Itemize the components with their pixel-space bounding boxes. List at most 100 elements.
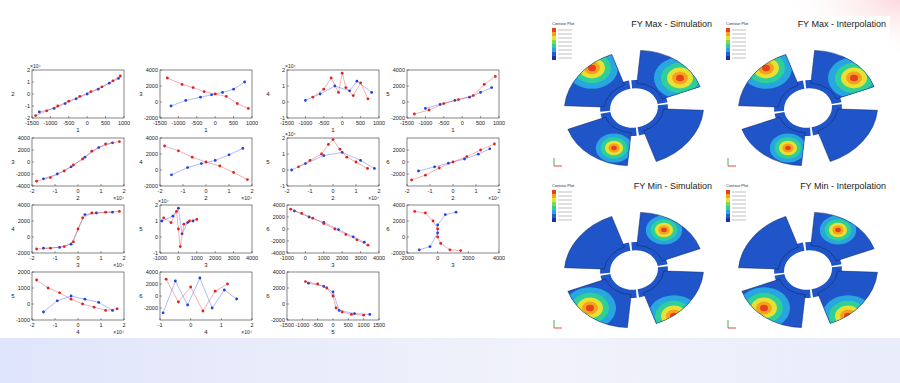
x-tick: [342, 116, 343, 118]
y-tick: [407, 118, 409, 119]
axis-exponent: ×10⁴: [113, 195, 124, 201]
x-axis-label: 3: [451, 262, 455, 268]
part-edge: [741, 276, 810, 335]
scatter-point: [490, 86, 493, 89]
scatter-point: [344, 233, 347, 236]
contour-legend-swatch: [726, 214, 730, 218]
scatter-point: [311, 217, 314, 220]
plot-frame: [287, 205, 379, 253]
scatter-point: [90, 212, 93, 215]
stress-patch: [782, 144, 793, 153]
y-tick: [287, 320, 289, 321]
scatter-point: [370, 91, 373, 94]
plot-area: [413, 75, 497, 115]
x-tick: [124, 318, 125, 320]
triad-axis: [728, 158, 729, 166]
contour-legend-line: [558, 30, 572, 31]
y-tick-label: 2000: [146, 281, 158, 287]
scatter-point: [320, 153, 323, 156]
part-edge: [558, 53, 627, 112]
contour-legend-line: [732, 34, 746, 35]
scatter-point: [228, 153, 231, 156]
contour-legend-line: [732, 200, 746, 201]
series-line: [419, 149, 490, 171]
contour-legend-swatch: [552, 210, 556, 214]
x-tick: [437, 251, 438, 253]
x-tick: [499, 116, 500, 118]
y-tick-label: 1: [27, 79, 30, 85]
scatter-point: [410, 179, 413, 182]
x-tick: [87, 116, 88, 118]
x-tick: [453, 184, 454, 186]
y-tick-label: -4000: [16, 183, 30, 189]
scatter-point: [188, 220, 191, 223]
y-tick: [32, 221, 34, 222]
contour-legend-swatch: [552, 214, 556, 218]
scatter-point: [332, 291, 335, 294]
contour-legend-line: [558, 204, 572, 205]
part-edge: [567, 276, 636, 335]
scatter-point: [163, 145, 166, 148]
contour-legend-swatch: [552, 40, 556, 44]
x-tick: [348, 318, 349, 320]
y-tick: [32, 70, 34, 71]
scatter-panel: -2-1012-20000200026×10⁴: [386, 138, 500, 201]
scatter-point: [373, 167, 376, 170]
x-tick-label: 1: [220, 322, 223, 328]
series-line: [299, 140, 368, 169]
y-tick: [287, 241, 289, 242]
scatter-point: [493, 143, 496, 146]
y-tick-label: 0: [155, 293, 158, 299]
x-tick-label: 2: [122, 188, 125, 194]
x-tick-label: 1: [99, 322, 102, 328]
x-tick-label: -1: [158, 322, 163, 328]
stress-patch: [753, 58, 779, 79]
scatter-point: [479, 91, 482, 94]
scatter-panel: -1012-200002000400046×10⁴: [139, 269, 253, 335]
y-axis-label: 3: [139, 91, 143, 97]
plot-area: [410, 143, 496, 182]
scatter-point: [368, 313, 371, 316]
stress-patch: [822, 295, 874, 337]
scatter-point: [289, 208, 292, 211]
scatter-point: [56, 299, 59, 302]
x-tick-label: 4000: [493, 255, 505, 261]
x-tick-label: 0: [189, 322, 192, 328]
page: -1500-1000-50005001000-2-101212×10⁴-1500…: [0, 0, 900, 383]
x-tick: [32, 116, 33, 118]
y-axis-label: 4: [266, 91, 270, 97]
y-tick: [287, 118, 289, 119]
y-axis-label: 3: [11, 159, 15, 165]
x-tick: [342, 251, 343, 253]
scatter-point: [49, 247, 52, 250]
scatter-point: [355, 161, 358, 164]
panel-background: [722, 178, 890, 336]
scatter-point: [214, 290, 217, 293]
stress-patch: [846, 72, 862, 85]
scatter-panel: -2-1012-200002000400024×10⁴: [139, 135, 253, 201]
triad-axis: [554, 328, 562, 329]
x-tick-label: -2: [30, 188, 35, 194]
y-tick-label: -2000: [16, 250, 30, 256]
x-tick: [32, 318, 33, 320]
scatter-point: [162, 216, 165, 219]
scatter-point: [218, 165, 221, 168]
stress-patch: [672, 72, 688, 85]
x-tick-label: 3000: [227, 255, 239, 261]
x-tick: [287, 116, 288, 118]
scatter-point: [160, 220, 163, 223]
scatter-point: [223, 289, 226, 292]
scatter-point: [199, 96, 202, 99]
y-tick: [407, 205, 409, 206]
x-tick: [233, 251, 234, 253]
scatter-point: [417, 170, 420, 173]
x-tick-label: 500: [476, 120, 485, 126]
x-tick: [124, 184, 125, 186]
contour-legend-line: [558, 50, 572, 51]
part-edge: [632, 205, 701, 264]
stress-patch: [740, 47, 792, 89]
x-tick-label: 1: [227, 188, 230, 194]
y-tick: [160, 253, 162, 254]
y-axis-label: 6: [266, 293, 270, 299]
contour-legend-swatch: [552, 56, 556, 60]
